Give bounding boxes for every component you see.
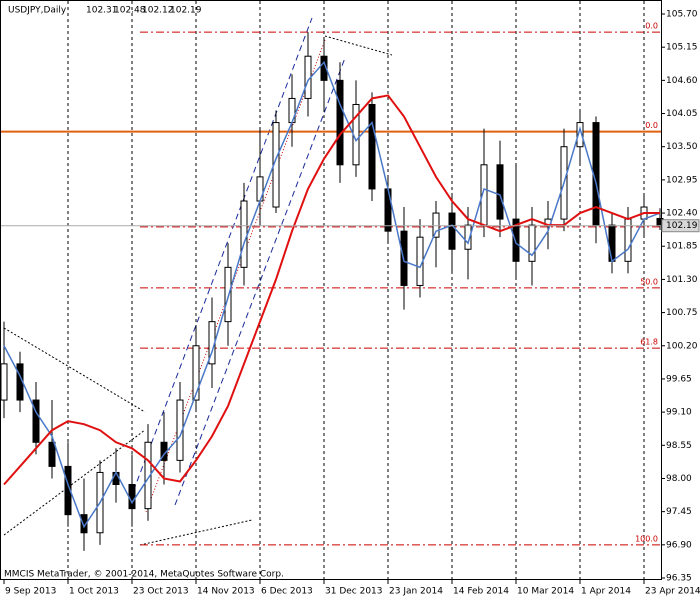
y-tick-label: 102.95 <box>666 175 698 185</box>
header-close: 102.19 <box>170 6 202 16</box>
candle-body <box>48 441 56 467</box>
moving-average <box>3 60 661 529</box>
y-tick-label: 104.60 <box>666 76 698 86</box>
x-tick-label: 23 Oct 2013 <box>133 587 189 597</box>
candle-body <box>112 471 120 486</box>
candle-body <box>80 514 88 534</box>
header-high: 102.48 <box>114 6 146 16</box>
y-tick-label: 99.65 <box>666 374 692 384</box>
y-tick-label: 105.70 <box>666 10 698 20</box>
candle-body <box>432 212 440 238</box>
trend-line <box>139 519 253 546</box>
hline-label: 0.0 <box>645 121 658 130</box>
fib-label: 100.0 <box>635 534 658 543</box>
fib-label: 0.0 <box>645 22 658 31</box>
candle-body <box>512 218 520 262</box>
header-low: 102.12 <box>142 6 174 16</box>
header-open: 102.31 <box>86 6 118 16</box>
y-tick-label: 98.00 <box>666 474 692 484</box>
moving-average <box>3 94 660 486</box>
candle-body <box>528 224 536 262</box>
candle-body <box>336 79 344 166</box>
y-tick-label: 102.40 <box>666 209 698 219</box>
trend-lines <box>3 1 645 580</box>
fib-label: 61.8 <box>640 338 658 347</box>
candle-body <box>192 345 200 401</box>
x-tick-label: 10 Mar 2014 <box>517 587 574 597</box>
trend-line <box>3 429 146 536</box>
candle-body <box>144 441 152 510</box>
y-tick-label: 101.85 <box>666 242 698 252</box>
y-tick-label: 105.15 <box>666 43 698 53</box>
x-tick-label: 31 Dec 2013 <box>325 587 383 597</box>
x-tick-label: 9 Sep 2013 <box>5 587 56 597</box>
candle-body <box>608 224 616 262</box>
x-tick-label: 14 Feb 2014 <box>453 587 509 597</box>
x-tick-label: 1 Apr 2014 <box>581 587 631 597</box>
candle-body <box>128 484 136 510</box>
x-tick-label: 23 Jan 2014 <box>389 587 443 597</box>
chart-title: USDJPY,Daily <box>8 6 67 16</box>
y-tick-label: 103.50 <box>666 142 698 152</box>
y-tick-label: 99.10 <box>666 408 692 418</box>
candle-body <box>0 363 8 401</box>
y-tick-label: 96.35 <box>666 574 692 584</box>
x-tick-label: 14 Nov 2013 <box>197 587 255 597</box>
y-tick-label: 104.05 <box>666 109 698 119</box>
candle-body <box>240 200 248 268</box>
candle-body <box>32 399 40 443</box>
channel-line <box>129 17 313 501</box>
price-box <box>661 219 700 233</box>
y-tick-label: 96.90 <box>666 540 692 550</box>
candle-body <box>496 164 504 220</box>
candle-body <box>464 224 472 250</box>
candle-body <box>576 122 584 148</box>
x-tick-label: 23 Apr 2014 <box>645 587 700 597</box>
candle-body <box>368 103 376 190</box>
x-tick-label: 1 Oct 2013 <box>69 587 119 597</box>
y-tick-label: 100.20 <box>666 341 698 351</box>
y-tick-label: 101.30 <box>666 275 698 285</box>
trend-line <box>3 327 146 413</box>
x-tick-label: 6 Dec 2013 <box>261 587 313 597</box>
y-tick-label: 100.75 <box>666 308 698 318</box>
y-tick-label: 98.55 <box>666 441 692 451</box>
copyright: MMCIS MetaTrader, © 2001-2014, MetaQuote… <box>4 570 284 580</box>
candle-body <box>448 212 456 250</box>
fib-label: 50.0 <box>640 277 658 286</box>
price-label: 102.19 <box>666 221 698 231</box>
y-tick-label: 97.45 <box>666 507 692 517</box>
candle-body <box>224 266 232 323</box>
